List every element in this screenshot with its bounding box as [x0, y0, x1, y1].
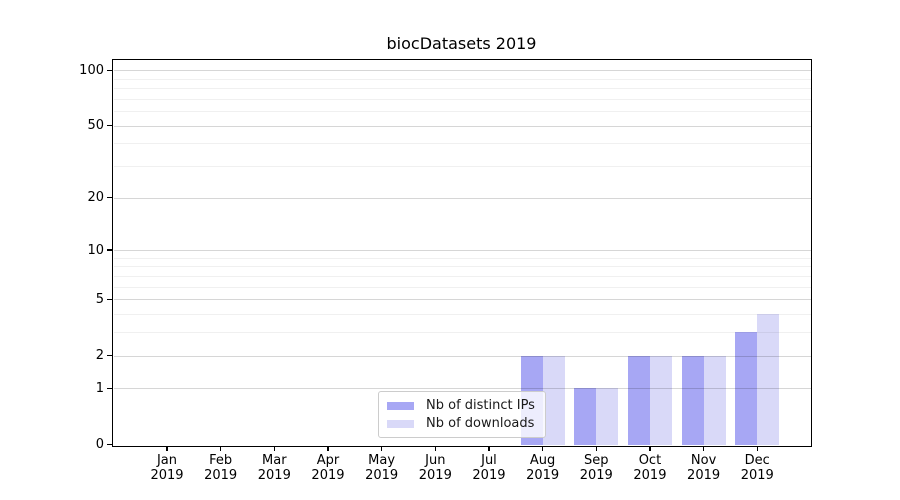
chart-title: biocDatasets 2019 — [386, 34, 537, 53]
legend-swatch-distinct-ips-icon — [387, 402, 414, 410]
bar-sep-downloads — [596, 388, 619, 445]
x-tick-mark — [273, 446, 276, 451]
x-tick-label: Jan 2019 — [150, 452, 184, 483]
y-tick-mark — [107, 298, 112, 301]
y-tick-label: 1 — [95, 380, 104, 396]
x-tick-label: Aug 2019 — [526, 452, 560, 483]
bar-aug-downloads — [542, 355, 565, 445]
gridline-minor — [113, 143, 811, 145]
y-tick-mark — [107, 124, 112, 127]
x-tick-mark — [541, 446, 544, 451]
legend: Nb of distinct IPs Nb of downloads — [378, 391, 546, 438]
x-tick-mark — [756, 446, 758, 451]
y-tick-label: 20 — [87, 190, 104, 206]
gridline-minor — [113, 257, 811, 259]
x-tick-mark — [595, 446, 598, 451]
legend-item-downloads: Nb of downloads — [387, 415, 537, 433]
y-tick-label: 5 — [95, 291, 104, 307]
gridline-minor — [113, 314, 811, 316]
x-tick-mark — [434, 446, 437, 451]
gridline-major — [113, 388, 811, 390]
y-tick-mark — [107, 387, 112, 390]
x-tick-mark — [488, 446, 490, 451]
gridline-minor — [113, 276, 811, 277]
y-tick-label: 2 — [95, 348, 104, 364]
x-tick-label: Jun 2019 — [418, 452, 452, 483]
y-tick-mark — [107, 196, 112, 199]
x-tick-label: Mar 2019 — [257, 452, 291, 483]
gridline-minor — [113, 111, 811, 113]
bar-oct-downloads — [649, 355, 672, 445]
legend-item-distinct-ips: Nb of distinct IPs — [387, 397, 537, 415]
y-tick-label: 50 — [87, 118, 104, 134]
gridline-minor — [113, 166, 811, 168]
y-tick-mark — [107, 443, 112, 446]
x-tick-label: Oct 2019 — [633, 452, 667, 483]
legend-label-distinct-ips: Nb of distinct IPs — [426, 398, 535, 413]
gridline-major — [113, 197, 811, 199]
bar-nov-downloads — [703, 355, 726, 445]
x-tick-mark — [702, 446, 705, 451]
gridline-minor — [113, 88, 811, 90]
x-tick-mark — [166, 446, 168, 451]
y-tick-mark — [107, 69, 112, 72]
y-tick-label: 10 — [87, 242, 104, 258]
x-tick-mark — [649, 446, 651, 451]
x-tick-label: May 2019 — [365, 452, 399, 483]
x-tick-label: Feb 2019 — [204, 452, 238, 483]
gridline-minor — [113, 98, 811, 100]
legend-swatch-downloads-icon — [387, 420, 414, 428]
gridline-minor — [113, 78, 811, 80]
gridline-major — [113, 250, 811, 252]
x-tick-mark — [380, 446, 383, 451]
x-tick-mark — [327, 446, 329, 451]
gridline-major — [113, 299, 811, 301]
bar-dec-distinct-ips — [735, 332, 758, 445]
bar-oct-distinct-ips — [627, 355, 650, 445]
x-tick-label: Apr 2019 — [311, 452, 345, 483]
x-tick-label: Nov 2019 — [687, 452, 721, 483]
gridline-minor — [113, 332, 811, 334]
gridline-major — [113, 125, 811, 127]
y-tick-label: 100 — [79, 62, 104, 78]
bar-nov-distinct-ips — [681, 355, 704, 445]
bar-dec-downloads — [757, 314, 780, 445]
y-tick-mark — [107, 249, 112, 251]
bar-sep-distinct-ips — [574, 388, 597, 445]
y-tick-mark — [107, 354, 112, 357]
plot-area — [113, 60, 811, 445]
legend-label-downloads: Nb of downloads — [426, 416, 535, 431]
gridline-minor — [113, 286, 811, 288]
gridline-minor — [113, 266, 811, 268]
x-tick-mark — [219, 446, 222, 451]
gridline-major — [113, 355, 811, 357]
y-tick-label: 0 — [95, 437, 104, 453]
x-tick-label: Sep 2019 — [579, 452, 613, 483]
x-tick-label: Dec 2019 — [740, 452, 774, 483]
x-tick-label: Jul 2019 — [472, 452, 506, 483]
gridline-major — [113, 70, 811, 72]
